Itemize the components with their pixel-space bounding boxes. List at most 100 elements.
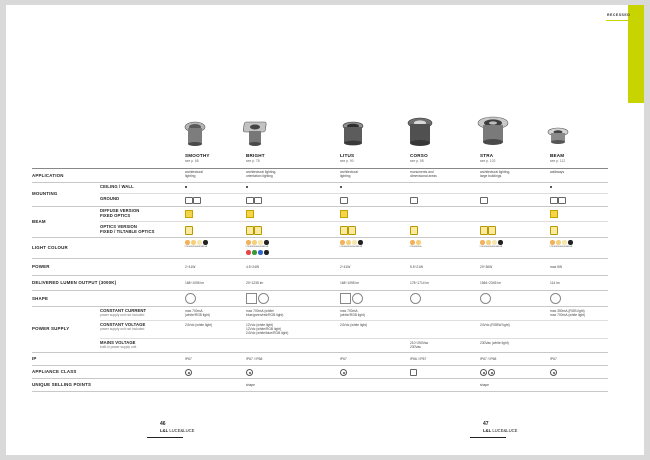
row-divider bbox=[32, 206, 608, 207]
colour-swatch bbox=[568, 240, 573, 245]
colour-swatch bbox=[562, 240, 567, 245]
application-corso: monuments and dimensional areas bbox=[410, 170, 437, 178]
row-divider bbox=[32, 352, 608, 353]
optics-icon bbox=[340, 226, 348, 235]
colour-swatch bbox=[550, 240, 555, 245]
row-label-usp: UNIQUE SELLING POINTS bbox=[32, 382, 92, 387]
colour-swatch bbox=[252, 240, 257, 245]
power-beam: max 5W bbox=[550, 265, 563, 269]
row-label-ip: IP bbox=[32, 356, 37, 361]
colour-swatch-label: RGB bbox=[357, 245, 363, 248]
colour-swatch bbox=[410, 240, 415, 245]
lumen-stra: 1564÷2345 lm bbox=[480, 281, 501, 285]
round-shape-icon bbox=[480, 293, 491, 304]
litus-product-image bbox=[340, 112, 400, 148]
class-ii-icon bbox=[410, 369, 417, 376]
class-iii-icon bbox=[185, 369, 192, 376]
class-iii-icon bbox=[480, 369, 487, 376]
lumen-litus: 168÷1095 lm bbox=[340, 281, 360, 285]
section-accent-line bbox=[606, 20, 628, 21]
beam-product-image bbox=[545, 112, 605, 148]
brand-rest: LUCE&LUCE bbox=[492, 428, 518, 433]
ceiling-mount-dot bbox=[550, 186, 553, 189]
ground-icon bbox=[193, 197, 201, 204]
power-smoothy: 2÷41W bbox=[185, 265, 196, 269]
colour-swatch bbox=[352, 240, 357, 245]
power-bright: 4.5÷24W bbox=[246, 265, 260, 269]
ground-icon bbox=[558, 197, 566, 204]
colour-swatch bbox=[346, 240, 351, 245]
power-stra: 20÷36W bbox=[480, 265, 493, 269]
corso-product-image bbox=[406, 112, 466, 148]
mains-corso: 210÷250Vac 230Vac bbox=[410, 341, 429, 349]
diffuse-optic-icon bbox=[246, 210, 254, 218]
colour-swatch bbox=[556, 240, 561, 245]
cc-beam: max 350mA (RGB light) max 700mA (white l… bbox=[550, 309, 586, 317]
optics-icon bbox=[348, 226, 356, 235]
section-tab: RECESSED bbox=[607, 13, 631, 17]
brand-bold: L&L bbox=[483, 428, 492, 433]
row-label-lumen: DELIVERED LUMEN OUTPUT (3000K) bbox=[32, 280, 117, 285]
cc-bright: max 700mA (white/ blue/green/red/RGB lig… bbox=[246, 309, 284, 317]
ground-icon bbox=[254, 197, 262, 204]
power-litus: 2÷41W bbox=[340, 265, 351, 269]
diffuse-optic-icon bbox=[340, 210, 348, 218]
mains-stra: 230Vac (white light) bbox=[480, 341, 509, 345]
mounting-ceiling-label: CEILING / WALL bbox=[100, 184, 134, 189]
ground-icon bbox=[246, 197, 254, 204]
colour-swatch bbox=[498, 240, 503, 245]
row-label-application: APPLICATION bbox=[32, 173, 64, 178]
round-shape-icon bbox=[410, 293, 421, 304]
brand-rest: LUCE&LUCE bbox=[169, 428, 195, 433]
ceiling-mount-dot bbox=[340, 186, 343, 189]
brand-logo-left: L&L LUCE&LUCE bbox=[160, 428, 194, 433]
ground-icon bbox=[340, 197, 348, 204]
row-label-power-supply: POWER SUPPLY bbox=[32, 326, 70, 331]
cc-litus: max 700mA (white/RGB light) bbox=[340, 309, 365, 317]
application-smoothy: architectural lighting bbox=[185, 170, 203, 178]
optics-icon bbox=[185, 226, 193, 235]
row-divider bbox=[32, 258, 608, 259]
constant-current-label: CONSTANT CURRENT bbox=[100, 308, 147, 313]
square-shape-icon bbox=[340, 293, 351, 304]
colour-swatch bbox=[340, 240, 345, 245]
row-label-shape: SHAPE bbox=[32, 296, 49, 301]
usp-bright: shape bbox=[246, 383, 255, 387]
ip-stra: IP67 / IP68 bbox=[480, 357, 497, 361]
round-shape-icon bbox=[185, 293, 196, 304]
lumen-beam: 114 lm bbox=[550, 281, 560, 285]
beam-optics-label: OPTICS VERSION bbox=[100, 224, 137, 229]
row-divider bbox=[32, 391, 608, 392]
row-label-light-colour: LIGHT COLOUR bbox=[32, 245, 68, 250]
product-name-smoothy: SMOOTHY bbox=[185, 153, 210, 158]
ceiling-mount-dot bbox=[185, 186, 188, 189]
class-iii-icon bbox=[488, 369, 495, 376]
row-divider bbox=[32, 168, 608, 169]
colour-swatch-label: 4000K bbox=[561, 245, 568, 248]
application-litus: architectural lighting bbox=[340, 170, 358, 178]
subrow-divider bbox=[100, 320, 608, 321]
smoothy-product-image bbox=[182, 112, 242, 148]
product-name-stra: STRA bbox=[480, 153, 494, 158]
diffuse-optic-icon bbox=[550, 210, 558, 218]
subrow-divider bbox=[100, 221, 608, 222]
application-stra: architectural lighting, large buildings bbox=[480, 170, 511, 178]
brand-bold: L&L bbox=[160, 428, 169, 433]
colour-swatch bbox=[416, 240, 421, 245]
colour-swatch-label: 2700K bbox=[409, 245, 416, 248]
ground-icon bbox=[550, 197, 558, 204]
colour-swatch-label: 2700K bbox=[549, 245, 556, 248]
optics-icon bbox=[550, 226, 558, 235]
class-iii-icon bbox=[550, 369, 557, 376]
product-name-corso: CORSO bbox=[410, 153, 428, 158]
round-shape-icon bbox=[258, 293, 269, 304]
ip-litus: IP67 bbox=[340, 357, 347, 361]
footer-rule-right bbox=[470, 437, 506, 438]
lumen-bright: 20÷1235 lm bbox=[246, 281, 264, 285]
product-ref-stra: see p. 102 bbox=[480, 159, 496, 163]
colour-swatch bbox=[191, 240, 196, 245]
colour-swatch bbox=[264, 240, 269, 245]
product-name-litus: LITUS bbox=[340, 153, 355, 158]
cv-stra: 24Vdc (RGBW light) bbox=[480, 323, 510, 327]
product-ref-smoothy: see p. 68 bbox=[185, 159, 199, 163]
